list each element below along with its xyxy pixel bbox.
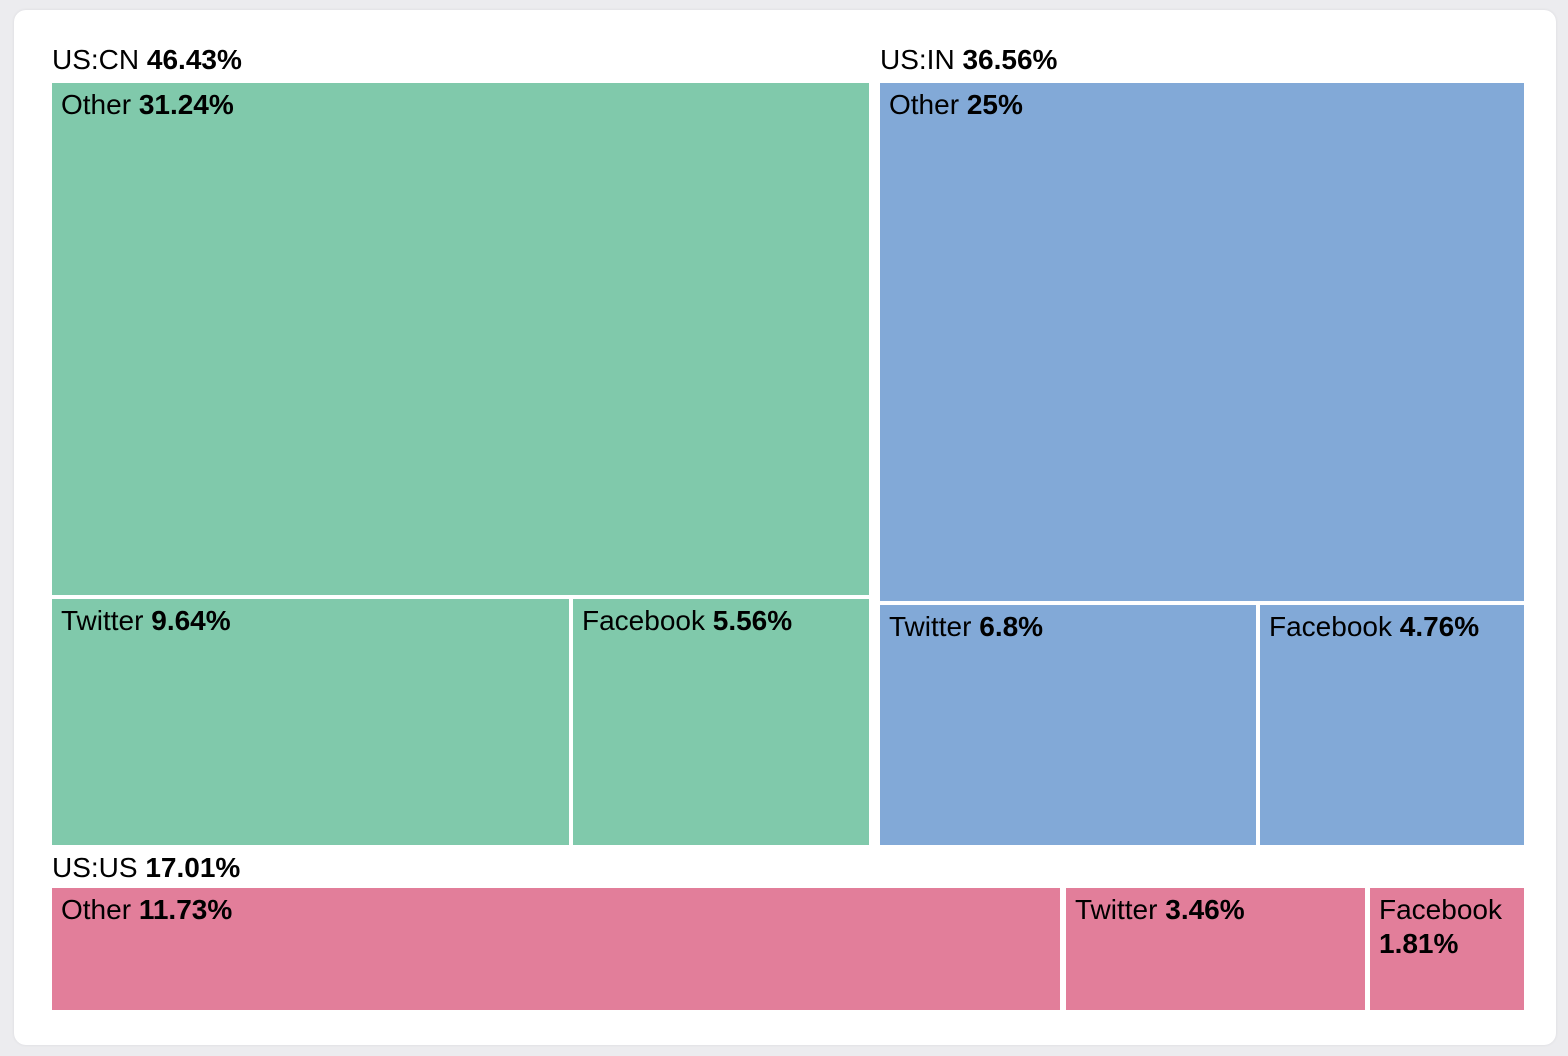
tile-label: Twitter 9.64% (61, 604, 560, 638)
group-label-us-us: US:US 17.01% (52, 851, 240, 885)
group-percent: 36.56% (962, 44, 1058, 75)
tile-name: Other (61, 894, 132, 925)
tile-us-us-twitter[interactable]: Twitter 3.46% (1066, 888, 1365, 1010)
tile-name: Facebook (1379, 894, 1502, 925)
tile-percent: 9.64% (151, 605, 231, 636)
tile-us-in-facebook[interactable]: Facebook 4.76% (1260, 605, 1524, 845)
tile-label: Facebook 1.81% (1379, 893, 1515, 961)
tile-name: Twitter (61, 605, 144, 636)
tile-percent: 3.46% (1165, 894, 1245, 925)
tile-name: Other (61, 89, 132, 120)
tile-percent: 25% (966, 89, 1023, 120)
tile-us-in-other[interactable]: Other 25% (880, 83, 1524, 601)
group-label-us-cn: US:CN 46.43% (52, 43, 242, 77)
group-name: US:CN (52, 44, 140, 75)
tile-label: Facebook 4.76% (1269, 610, 1515, 644)
tile-us-us-facebook[interactable]: Facebook 1.81% (1370, 888, 1524, 1010)
group-percent: 17.01% (145, 852, 241, 883)
tile-percent: 11.73% (138, 894, 233, 925)
tile-label: Other 25% (889, 88, 1515, 122)
tile-percent: 5.56% (712, 605, 793, 636)
tile-label: Twitter 3.46% (1075, 893, 1356, 927)
tile-name: Facebook (582, 605, 705, 636)
tile-us-cn-other[interactable]: Other 31.24% (52, 83, 869, 595)
group-name: US:US (52, 852, 138, 883)
tile-percent: 1.81% (1379, 928, 1459, 959)
tile-label: Other 31.24% (61, 88, 860, 122)
tile-name: Twitter (889, 611, 972, 642)
group-label-us-in: US:IN 36.56% (880, 43, 1057, 77)
tile-percent: 6.8% (979, 611, 1044, 642)
group-percent: 46.43% (146, 44, 242, 75)
tile-us-cn-facebook[interactable]: Facebook 5.56% (573, 599, 869, 845)
group-name: US:IN (880, 44, 955, 75)
tile-us-us-other[interactable]: Other 11.73% (52, 888, 1060, 1010)
treemap-card: US:CN 46.43% Other 31.24% Twitter 9.64% … (14, 10, 1556, 1045)
tile-percent: 4.76% (1399, 611, 1480, 642)
tile-label: Twitter 6.8% (889, 610, 1247, 644)
tile-us-cn-twitter[interactable]: Twitter 9.64% (52, 599, 569, 845)
tile-name: Other (889, 89, 960, 120)
tile-percent: 31.24% (138, 89, 234, 120)
tile-name: Facebook (1269, 611, 1392, 642)
tile-label: Facebook 5.56% (582, 604, 860, 638)
tile-us-in-twitter[interactable]: Twitter 6.8% (880, 605, 1256, 845)
tile-name: Twitter (1075, 894, 1158, 925)
tile-label: Other 11.73% (61, 893, 1051, 927)
